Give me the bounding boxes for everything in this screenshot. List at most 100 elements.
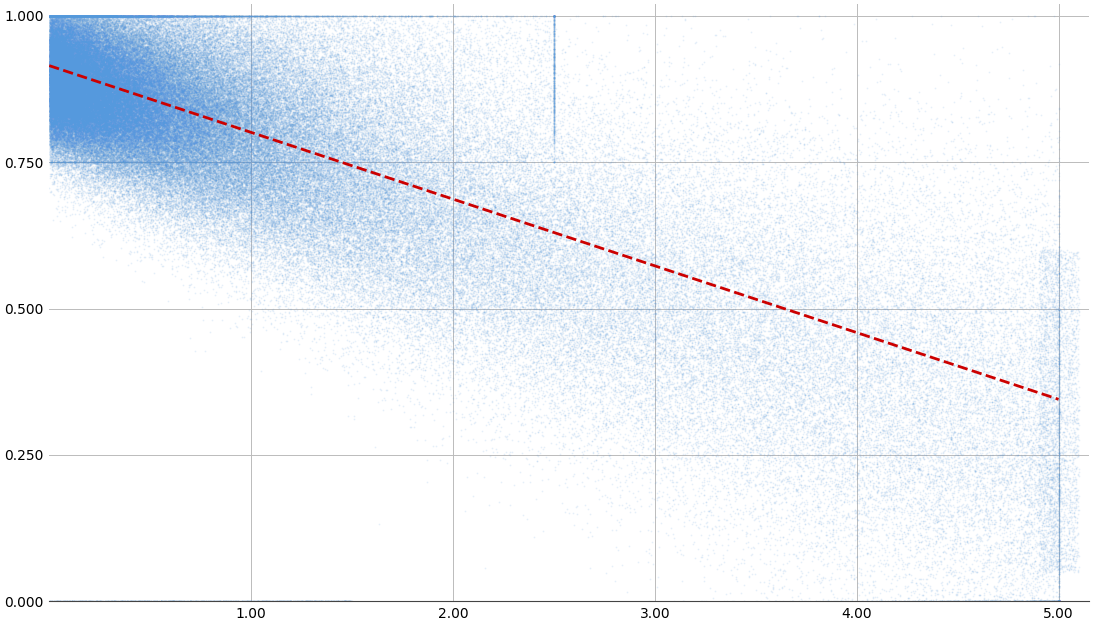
- Point: [174, 87, 191, 97]
- Point: [49, 64, 67, 74]
- Point: [896, 255, 914, 265]
- Point: [968, 452, 986, 462]
- Point: [45, 62, 62, 72]
- Point: [154, 104, 172, 114]
- Point: [324, 217, 341, 227]
- Point: [592, 356, 610, 366]
- Point: [737, 321, 754, 331]
- Point: [320, 179, 338, 189]
- Point: [48, 111, 66, 121]
- Point: [1042, 316, 1059, 326]
- Point: [420, 184, 437, 194]
- Point: [103, 111, 120, 121]
- Point: [826, 280, 844, 290]
- Point: [858, 594, 875, 604]
- Point: [58, 64, 75, 74]
- Point: [208, 120, 225, 130]
- Point: [419, 23, 436, 33]
- Point: [119, 85, 137, 95]
- Point: [568, 381, 586, 391]
- Point: [99, 109, 117, 119]
- Point: [995, 474, 1012, 484]
- Point: [355, 49, 373, 59]
- Point: [371, 171, 388, 181]
- Point: [97, 71, 115, 81]
- Point: [630, 300, 647, 310]
- Point: [193, 213, 211, 222]
- Point: [122, 124, 140, 134]
- Point: [141, 100, 158, 110]
- Point: [695, 464, 713, 474]
- Point: [45, 144, 62, 154]
- Point: [72, 106, 90, 116]
- Point: [227, 157, 245, 167]
- Point: [543, 305, 561, 315]
- Point: [61, 24, 79, 34]
- Point: [71, 75, 89, 85]
- Point: [628, 190, 646, 200]
- Point: [322, 202, 340, 212]
- Point: [60, 81, 78, 91]
- Point: [486, 142, 504, 152]
- Point: [1029, 566, 1046, 576]
- Point: [44, 158, 61, 168]
- Point: [125, 132, 142, 142]
- Point: [393, 191, 411, 201]
- Point: [342, 159, 360, 169]
- Point: [1031, 474, 1048, 484]
- Point: [90, 95, 107, 105]
- Point: [419, 224, 436, 234]
- Point: [189, 98, 207, 107]
- Point: [166, 99, 184, 109]
- Point: [379, 48, 397, 58]
- Point: [48, 21, 66, 31]
- Point: [69, 49, 86, 59]
- Point: [201, 596, 219, 606]
- Point: [95, 59, 113, 69]
- Point: [124, 71, 141, 81]
- Point: [546, 264, 564, 274]
- Point: [239, 39, 257, 49]
- Point: [389, 154, 407, 164]
- Point: [126, 127, 143, 137]
- Point: [64, 80, 82, 90]
- Point: [226, 94, 244, 104]
- Point: [298, 135, 316, 145]
- Point: [107, 23, 125, 33]
- Point: [915, 198, 932, 208]
- Point: [776, 302, 794, 312]
- Point: [348, 214, 365, 224]
- Point: [319, 166, 337, 176]
- Point: [245, 84, 262, 94]
- Point: [291, 248, 308, 258]
- Point: [86, 62, 104, 72]
- Point: [104, 24, 121, 34]
- Point: [944, 364, 962, 374]
- Point: [64, 28, 82, 38]
- Point: [338, 148, 355, 158]
- Point: [603, 183, 621, 193]
- Point: [139, 99, 156, 109]
- Point: [668, 420, 685, 430]
- Point: [59, 14, 77, 24]
- Point: [298, 133, 316, 143]
- Point: [131, 48, 149, 58]
- Point: [209, 103, 226, 113]
- Point: [285, 108, 303, 118]
- Point: [101, 61, 118, 71]
- Point: [55, 127, 72, 138]
- Point: [59, 49, 77, 59]
- Point: [184, 91, 201, 101]
- Point: [475, 152, 493, 162]
- Point: [154, 141, 172, 151]
- Point: [105, 110, 122, 120]
- Point: [131, 112, 149, 122]
- Point: [886, 107, 904, 118]
- Point: [109, 133, 127, 143]
- Point: [126, 96, 143, 106]
- Point: [89, 50, 106, 60]
- Point: [219, 135, 236, 145]
- Point: [477, 224, 494, 234]
- Point: [156, 102, 174, 112]
- Point: [470, 121, 487, 131]
